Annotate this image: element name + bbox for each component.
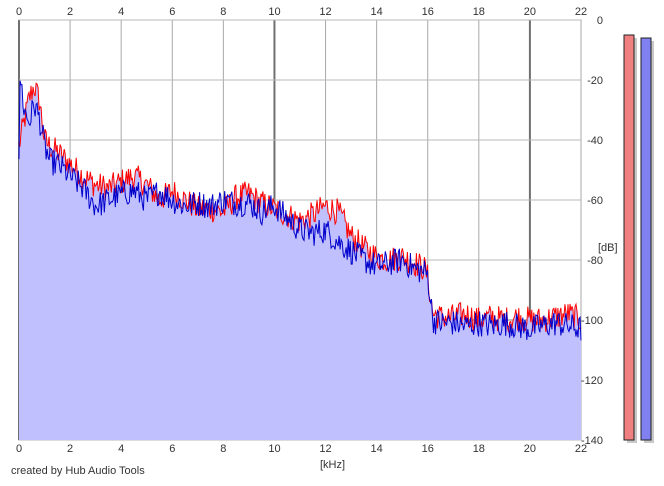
series-lines	[18, 80, 582, 341]
y-tick-label: -120	[581, 375, 603, 387]
x-tick-labels-bottom: 0 2 4 6 8 10 12 14 16 18 20 22	[16, 443, 587, 455]
level-meter-bar	[623, 34, 635, 441]
x-tick-label: 12	[319, 443, 331, 455]
y-tick-label: -140	[581, 435, 603, 447]
spectrum-fill	[19, 80, 581, 440]
blue-channel-line	[18, 80, 582, 341]
y-tick-label: -60	[587, 195, 603, 207]
x-tick-labels-top: 0 2 4 6 8 10 12 14 16 18 20 22	[16, 6, 587, 18]
x-tick-label: 4	[118, 6, 124, 18]
x-tick-label: 2	[67, 6, 73, 18]
x-tick-label: 8	[220, 6, 226, 18]
red-channel-line	[18, 82, 582, 333]
x-tick-label: 18	[473, 443, 485, 455]
level-meter-bar	[640, 37, 652, 441]
x-tick-label: 22	[575, 6, 587, 18]
x-tick-label: 20	[524, 443, 536, 455]
y-tick-label: -20	[587, 75, 603, 87]
y-tick-label: 0	[597, 15, 603, 27]
x-tick-label: 18	[473, 6, 485, 18]
x-tick-label: 6	[169, 6, 175, 18]
x-tick-label: 16	[422, 6, 434, 18]
y-axis-label: [dB]	[598, 242, 618, 254]
y-tick-label: -40	[587, 135, 603, 147]
x-tick-label: 10	[268, 443, 280, 455]
x-tick-label: 22	[575, 443, 587, 455]
x-axis-label: [kHz]	[320, 459, 345, 471]
y-tick-labels: 0 -20 -40 -60 -80 -100 -120 -140	[581, 15, 603, 447]
level-meters	[623, 34, 654, 443]
x-tick-label: 16	[422, 443, 434, 455]
x-tick-label: 4	[118, 443, 124, 455]
y-tick-label: -80	[587, 255, 603, 267]
x-tick-label: 0	[16, 443, 22, 455]
credit-text: created by Hub Audio Tools	[11, 465, 145, 477]
x-tick-label: 14	[371, 6, 383, 18]
y-tick-label: -100	[581, 315, 603, 327]
x-tick-label: 10	[268, 6, 280, 18]
x-tick-label: 20	[524, 6, 536, 18]
x-tick-label: 6	[169, 443, 175, 455]
x-tick-label: 8	[220, 443, 226, 455]
spectrum-area-fill	[19, 80, 581, 440]
x-tick-label: 12	[319, 6, 331, 18]
x-tick-label: 0	[16, 6, 22, 18]
x-tick-label: 2	[67, 443, 73, 455]
x-tick-label: 14	[371, 443, 383, 455]
